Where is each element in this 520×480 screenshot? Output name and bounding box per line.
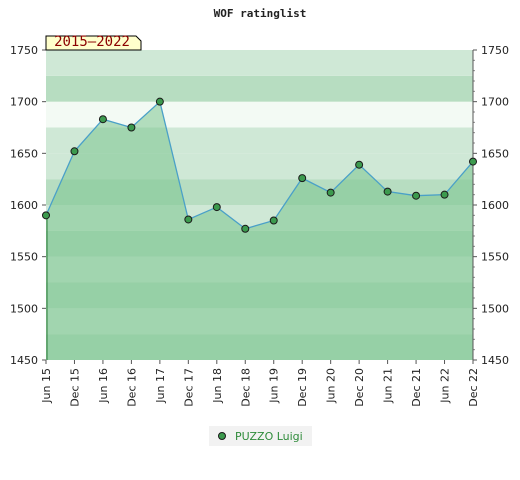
x-tick-label: Dec 20: [353, 368, 366, 407]
data-point[interactable]: [241, 224, 250, 233]
y-tick-label-left: 1700: [10, 96, 38, 109]
x-tick-label: Jun 19: [268, 368, 281, 404]
data-point[interactable]: [127, 123, 136, 132]
chart-title: WOF ratinglist: [214, 7, 307, 20]
y-tick-label-right: 1550: [481, 251, 509, 264]
y-tick-label-right: 1600: [481, 199, 509, 212]
area-layer: [45, 100, 474, 361]
y-tick-label-left: 1550: [10, 251, 38, 264]
y-tick-label-left: 1600: [10, 199, 38, 212]
x-tick-label: Jun 17: [154, 368, 167, 404]
data-point[interactable]: [98, 115, 107, 124]
x-tick-label: Dec 17: [182, 368, 195, 407]
legend-marker-icon: [218, 432, 226, 440]
y-tick-label-left: 1650: [10, 147, 38, 160]
series-area: [46, 101, 473, 361]
y-tick-label-left: 1750: [10, 44, 38, 57]
x-tick-label: Dec 19: [296, 368, 309, 407]
data-point[interactable]: [440, 190, 449, 199]
data-point[interactable]: [355, 160, 364, 169]
legend[interactable]: PUZZO Luigi: [209, 426, 312, 446]
y-tick-label-right: 1450: [481, 354, 509, 367]
y-tick-label-left: 1500: [10, 302, 38, 315]
x-tick-label: Jun 20: [325, 368, 338, 404]
data-point[interactable]: [412, 191, 421, 200]
period-badge: 2015–2022: [45, 34, 142, 51]
data-point[interactable]: [42, 211, 50, 220]
y-tick-label-left: 1450: [10, 354, 38, 367]
data-point[interactable]: [269, 216, 278, 225]
x-tick-label: Jun 21: [382, 368, 395, 404]
x-tick-label: Dec 21: [410, 368, 423, 407]
data-point[interactable]: [70, 147, 79, 156]
x-tick-label: Jun 16: [97, 368, 110, 404]
y-tick-label-right: 1650: [481, 147, 509, 160]
x-tick-label: Jun 22: [439, 368, 452, 404]
axes: 1450 1450 1500 1500 1550 1550 1600 1600 1650 1650…: [10, 44, 509, 407]
data-points: [42, 97, 477, 233]
series-line: [45, 100, 474, 230]
y-tick-label-right: 1700: [481, 96, 509, 109]
x-tick-label: Dec 18: [239, 368, 252, 407]
background-band: [46, 75, 473, 102]
y-tick-label-right: 1750: [481, 44, 509, 57]
data-point[interactable]: [155, 97, 164, 106]
x-tick-label: Dec 22: [467, 368, 480, 407]
data-point[interactable]: [326, 188, 335, 197]
data-point[interactable]: [469, 157, 477, 166]
legend-series-label: PUZZO Luigi: [235, 430, 303, 443]
x-tick-label: Jun 18: [211, 368, 224, 404]
x-tick-label: Dec 16: [125, 368, 138, 407]
x-tick-label: Jun 15: [40, 368, 53, 404]
data-point[interactable]: [383, 187, 392, 196]
period-badge-text: 2015–2022: [54, 34, 130, 50]
data-point[interactable]: [212, 203, 221, 212]
y-tick-label-right: 1500: [481, 302, 509, 315]
data-point[interactable]: [184, 215, 193, 224]
x-tick-label: Dec 15: [68, 368, 81, 407]
background-band: [46, 50, 473, 76]
legend-box: [209, 426, 312, 446]
data-point[interactable]: [298, 174, 307, 183]
